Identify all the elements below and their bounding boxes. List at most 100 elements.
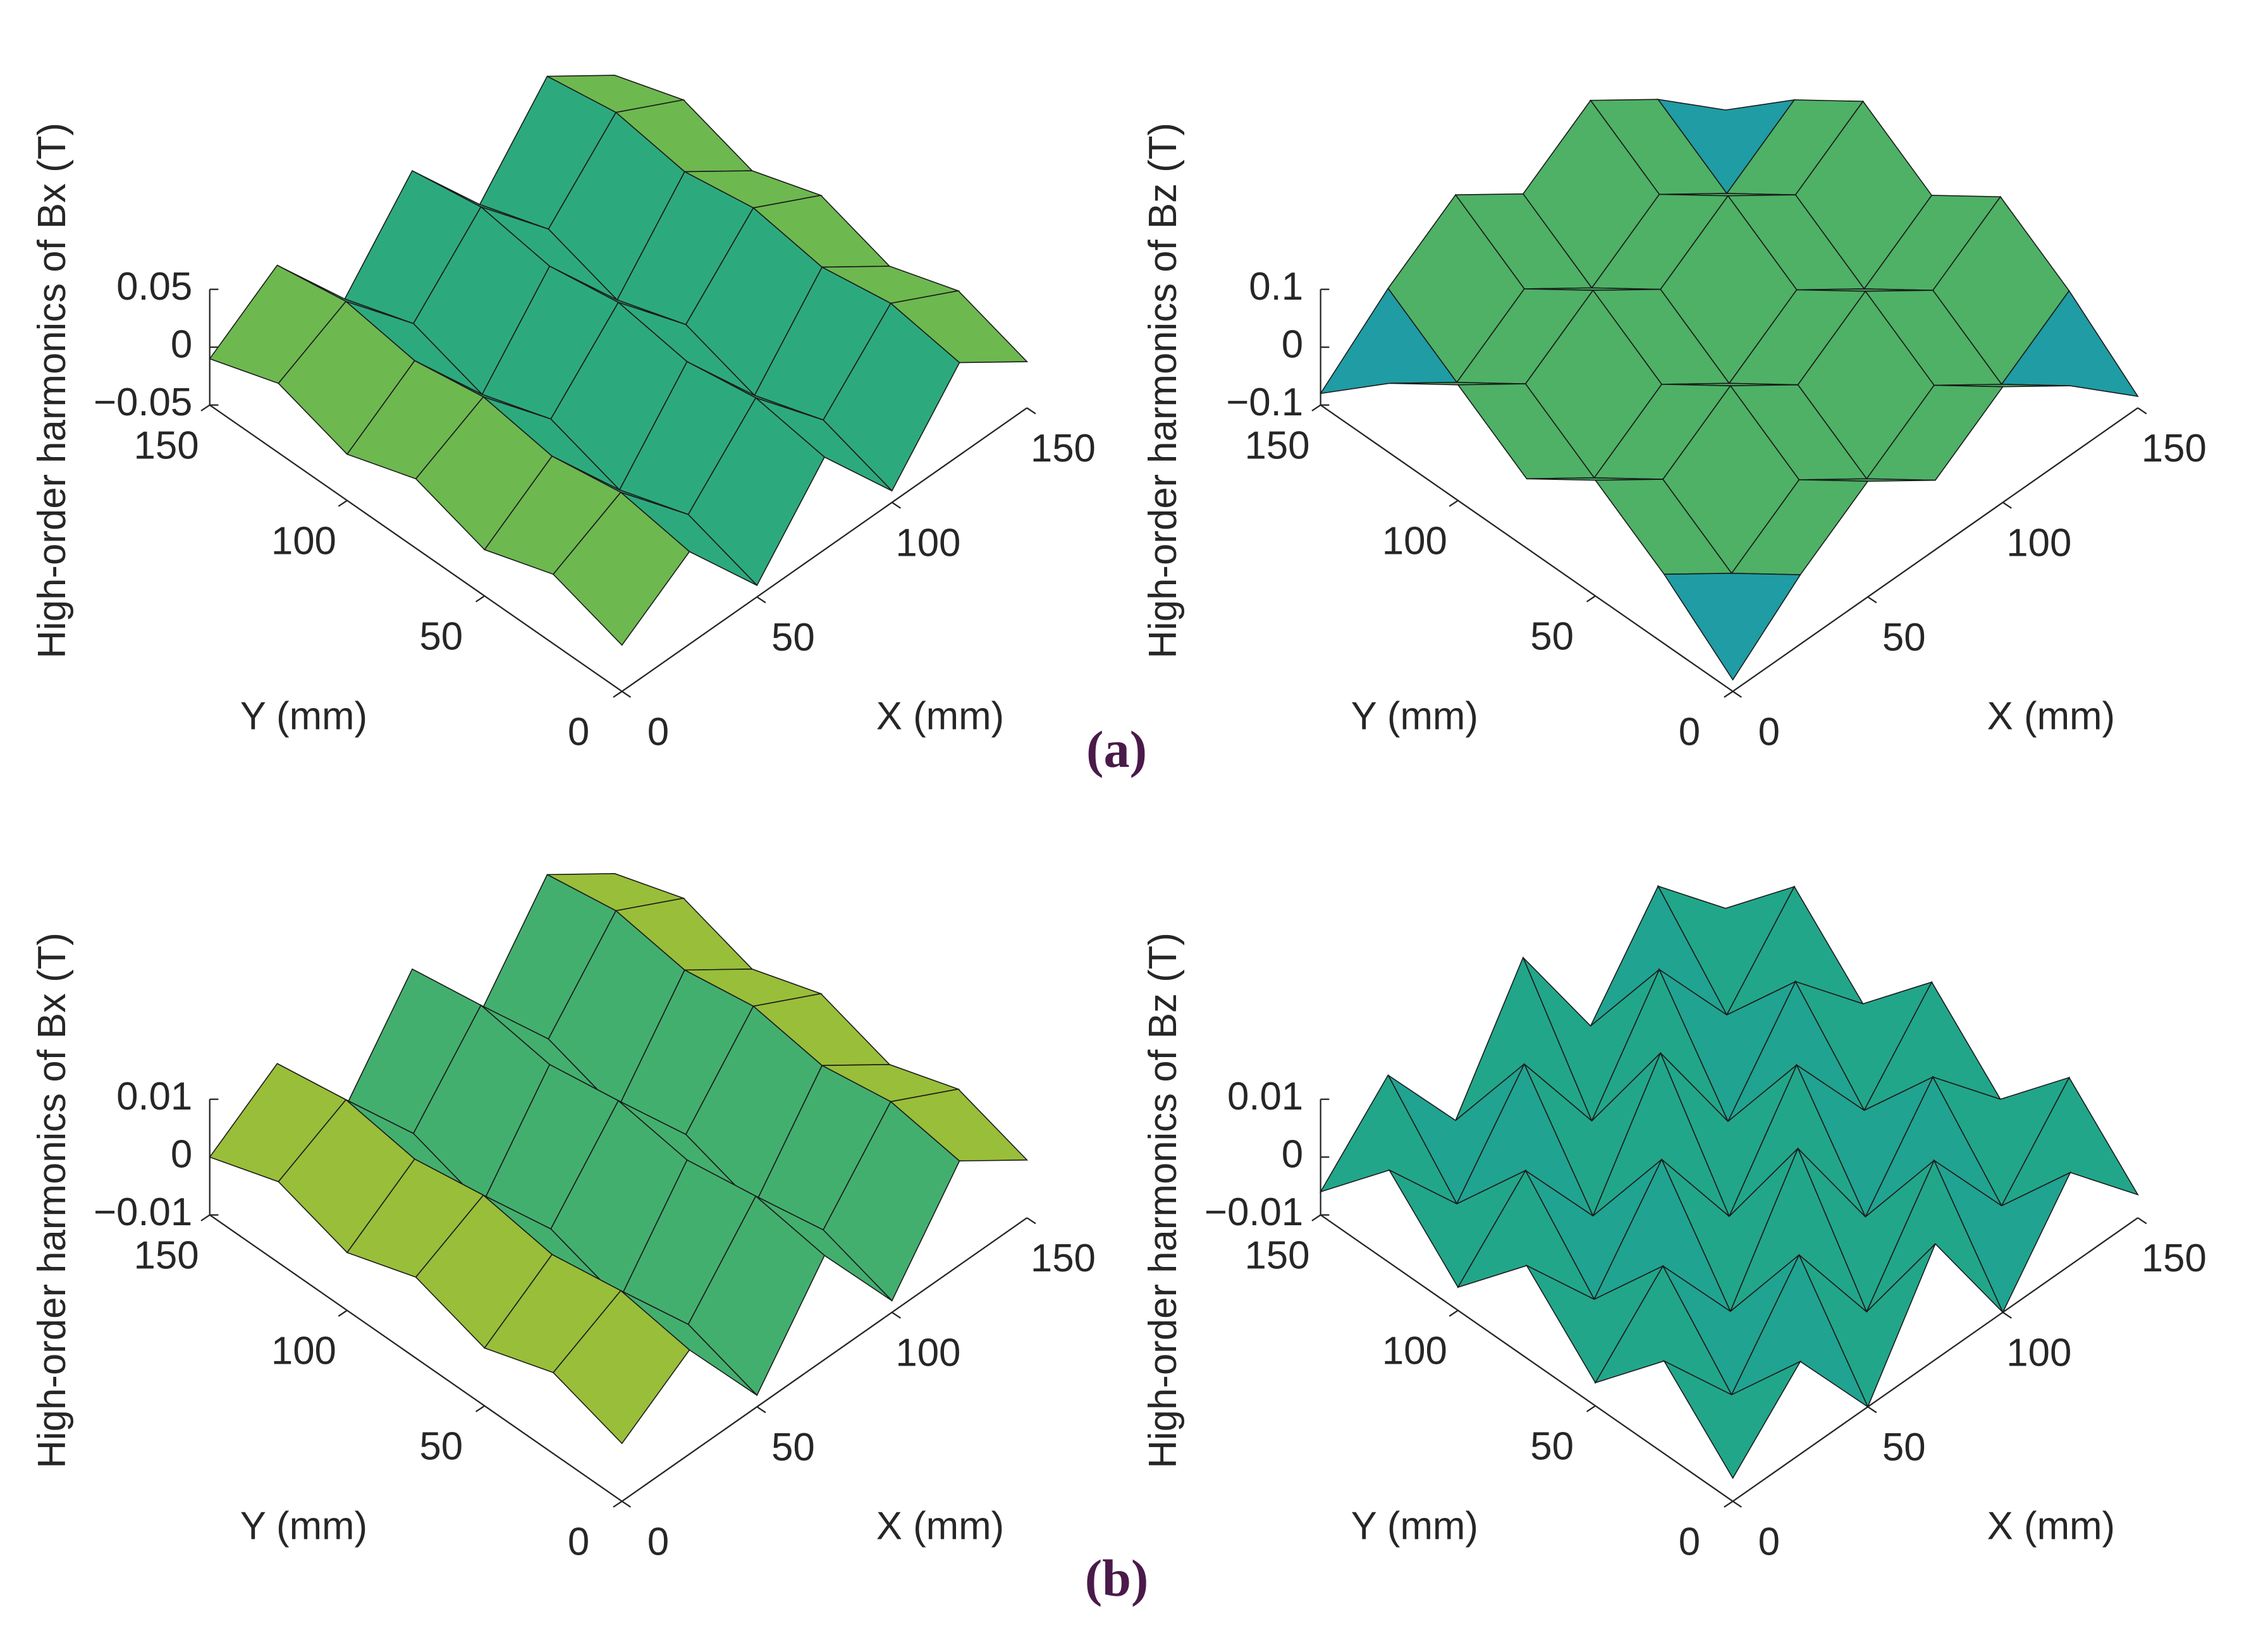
y-tick xyxy=(338,499,348,507)
y-tick xyxy=(613,690,623,698)
y-axis-line xyxy=(209,404,623,692)
panel-label: (a) xyxy=(1086,721,1147,778)
y-tick-label: 100 xyxy=(271,520,336,563)
z-tick-label: 0 xyxy=(171,322,192,366)
x-tick xyxy=(622,690,632,698)
x-tick xyxy=(2002,501,2012,509)
x-tick xyxy=(2002,1311,2012,1319)
y-tick-label: 150 xyxy=(1244,424,1309,468)
x-axis-line xyxy=(1732,407,2138,692)
y-tick-label: 50 xyxy=(1530,1425,1574,1469)
z-tick-label: 0 xyxy=(1282,1133,1303,1177)
y-tick-label: 150 xyxy=(134,1234,199,1278)
z-tick-label: −0.01 xyxy=(94,1190,192,1234)
y-tick-label: 50 xyxy=(419,615,463,659)
x-axis-label: X (mm) xyxy=(1987,694,2115,738)
z-tick-label: −0.1 xyxy=(1226,381,1303,424)
surface-patch xyxy=(1663,572,1801,681)
y-tick xyxy=(200,1214,211,1221)
z-tick-label: 0.01 xyxy=(1227,1075,1303,1118)
z-axis-label: High-order harmonics of Bz (T) xyxy=(1141,933,1185,1469)
x-tick-label: 0 xyxy=(647,1520,669,1564)
z-axis-label: High-order harmonics of Bz (T) xyxy=(1141,123,1185,659)
x-tick-label: 100 xyxy=(2006,1331,2071,1375)
x-tick-label: 0 xyxy=(1758,711,1780,754)
surface-patch xyxy=(1662,1359,1802,1479)
x-tick-label: 150 xyxy=(1031,427,1096,470)
y-tick-label: 150 xyxy=(1244,1234,1309,1278)
y-tick-label: 50 xyxy=(1530,615,1574,659)
x-tick-label: 50 xyxy=(771,616,815,659)
y-axis-label: Y (mm) xyxy=(1351,694,1478,738)
y-tick xyxy=(1724,690,1734,698)
z-tick-label: 0 xyxy=(171,1133,192,1177)
x-tick-label: 100 xyxy=(895,1331,960,1375)
z-axis-label: High-order harmonics of Bx (T) xyxy=(30,933,74,1469)
x-tick xyxy=(1732,690,1742,698)
panel-label: (b) xyxy=(1085,1550,1149,1607)
y-axis-label: Y (mm) xyxy=(240,1504,367,1548)
y-tick xyxy=(200,404,211,412)
y-axis-label: Y (mm) xyxy=(240,694,367,738)
x-axis-line xyxy=(1732,1217,2138,1502)
x-tick xyxy=(1867,1406,1877,1414)
y-tick xyxy=(338,1309,348,1317)
x-tick-label: 150 xyxy=(1031,1237,1096,1280)
y-tick-label: 150 xyxy=(134,424,199,468)
x-tick xyxy=(756,596,766,604)
x-tick xyxy=(622,1500,632,1508)
y-tick xyxy=(1449,499,1459,507)
y-tick-label: 0 xyxy=(1679,1520,1700,1564)
z-tick-label: 0.05 xyxy=(116,265,192,309)
x-axis-line xyxy=(622,407,1027,692)
x-axis-line xyxy=(622,1217,1027,1502)
y-tick-label: 0 xyxy=(1679,711,1700,754)
x-axis-label: X (mm) xyxy=(876,1504,1004,1548)
surface-patch xyxy=(552,1290,690,1445)
y-tick xyxy=(475,595,485,602)
z-tick-label: 0.01 xyxy=(116,1075,192,1118)
x-tick-label: 100 xyxy=(2006,522,2071,565)
x-tick xyxy=(1026,407,1036,415)
z-axis-label: High-order harmonics of Bx (T) xyxy=(30,123,74,659)
y-tick-label: 0 xyxy=(568,1520,589,1564)
z-tick-label: 0 xyxy=(1282,322,1303,366)
y-tick xyxy=(1311,404,1321,412)
y-tick xyxy=(1724,1500,1734,1508)
x-tick-label: 100 xyxy=(895,522,960,565)
x-tick-label: 50 xyxy=(1882,1426,1926,1469)
y-tick xyxy=(1586,1405,1596,1412)
y-tick xyxy=(1586,595,1596,602)
x-tick xyxy=(1867,596,1877,604)
x-tick xyxy=(892,1311,902,1319)
z-tick-label: −0.01 xyxy=(1204,1190,1303,1234)
x-tick xyxy=(2137,407,2147,415)
y-tick xyxy=(1311,1214,1321,1221)
y-tick-label: 100 xyxy=(271,1330,336,1373)
x-tick xyxy=(1732,1500,1742,1508)
z-tick-label: −0.05 xyxy=(94,381,192,424)
x-tick-label: 0 xyxy=(1758,1520,1780,1564)
y-tick xyxy=(1449,1309,1459,1317)
y-tick-label: 100 xyxy=(1382,520,1447,563)
y-tick xyxy=(475,1405,485,1412)
x-tick-label: 150 xyxy=(2142,1237,2207,1280)
y-tick xyxy=(613,1500,623,1508)
y-axis-line xyxy=(1320,1214,1734,1502)
y-tick-label: 100 xyxy=(1382,1330,1447,1373)
z-tick-label: 0.1 xyxy=(1249,265,1303,309)
y-axis-line xyxy=(1320,404,1734,692)
x-tick xyxy=(892,501,902,509)
y-tick-label: 50 xyxy=(419,1425,463,1469)
x-tick-label: 150 xyxy=(2142,427,2207,470)
x-tick-label: 50 xyxy=(1882,616,1926,659)
x-tick xyxy=(2137,1217,2147,1225)
x-tick xyxy=(1026,1217,1036,1225)
y-axis-label: Y (mm) xyxy=(1351,1504,1478,1548)
x-tick-label: 0 xyxy=(647,711,669,754)
x-axis-label: X (mm) xyxy=(1987,1504,2115,1548)
x-tick xyxy=(756,1406,766,1414)
x-axis-label: X (mm) xyxy=(876,694,1004,738)
